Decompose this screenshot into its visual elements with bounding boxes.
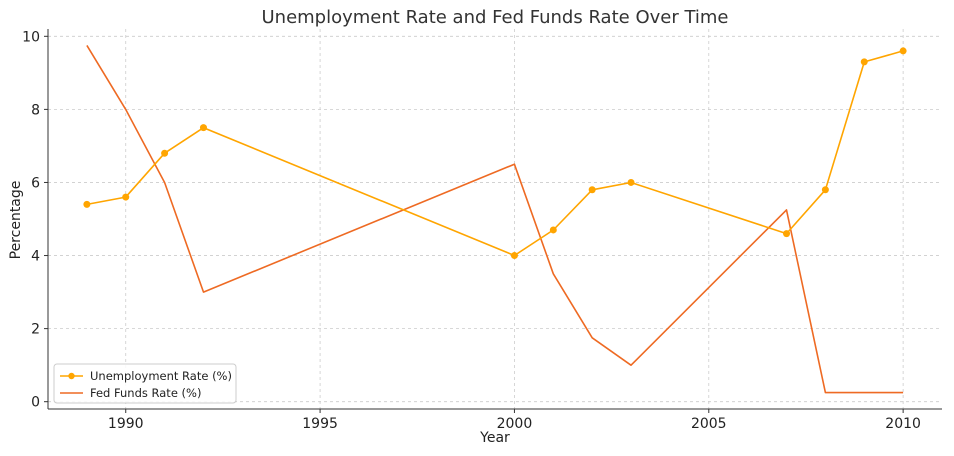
legend-marker: [68, 372, 75, 380]
series-point: [821, 186, 829, 194]
series-line-0: [86, 50, 904, 257]
legend-box: [53, 363, 237, 404]
chart-title: Unemployment Rate and Fed Funds Rate Ove…: [261, 7, 728, 28]
series-point: [199, 124, 207, 132]
series-point: [899, 47, 907, 55]
y-tick-label: 8: [31, 102, 40, 118]
y-axis-label: Percentage: [8, 181, 24, 260]
series-line-1: [86, 44, 904, 394]
y-tick-label: 0: [31, 395, 40, 411]
series-point: [783, 230, 791, 238]
x-tick-label: 2010: [885, 416, 921, 432]
series-point: [122, 193, 130, 201]
series-point: [860, 58, 868, 66]
series-point: [588, 186, 596, 194]
legend-label: Unemployment Rate (%): [90, 369, 232, 383]
y-tick-label: 6: [31, 175, 40, 191]
y-tick-label: 2: [31, 322, 40, 338]
x-tick-label: 2005: [691, 416, 727, 432]
legend-label: Fed Funds Rate (%): [90, 386, 201, 400]
axes: 1990 1995 2000 2005 2010 0 2 4 6 8 10: [22, 29, 942, 432]
series-point: [83, 200, 91, 208]
y-tick-label: 10: [22, 29, 40, 45]
series-point: [549, 226, 557, 234]
series-point: [510, 252, 518, 260]
grid: [48, 29, 942, 409]
x-axis-label: Year: [479, 430, 510, 446]
x-tick-label: 1990: [108, 416, 144, 432]
x-tick-label: 1995: [302, 416, 338, 432]
series-point: [627, 178, 635, 186]
x-tick-label: 2000: [497, 416, 533, 432]
legend: Unemployment Rate (%) Fed Funds Rate (%): [53, 363, 237, 404]
series-point: [161, 149, 169, 157]
y-tick-label: 4: [31, 249, 40, 265]
series-layer: [83, 44, 907, 394]
